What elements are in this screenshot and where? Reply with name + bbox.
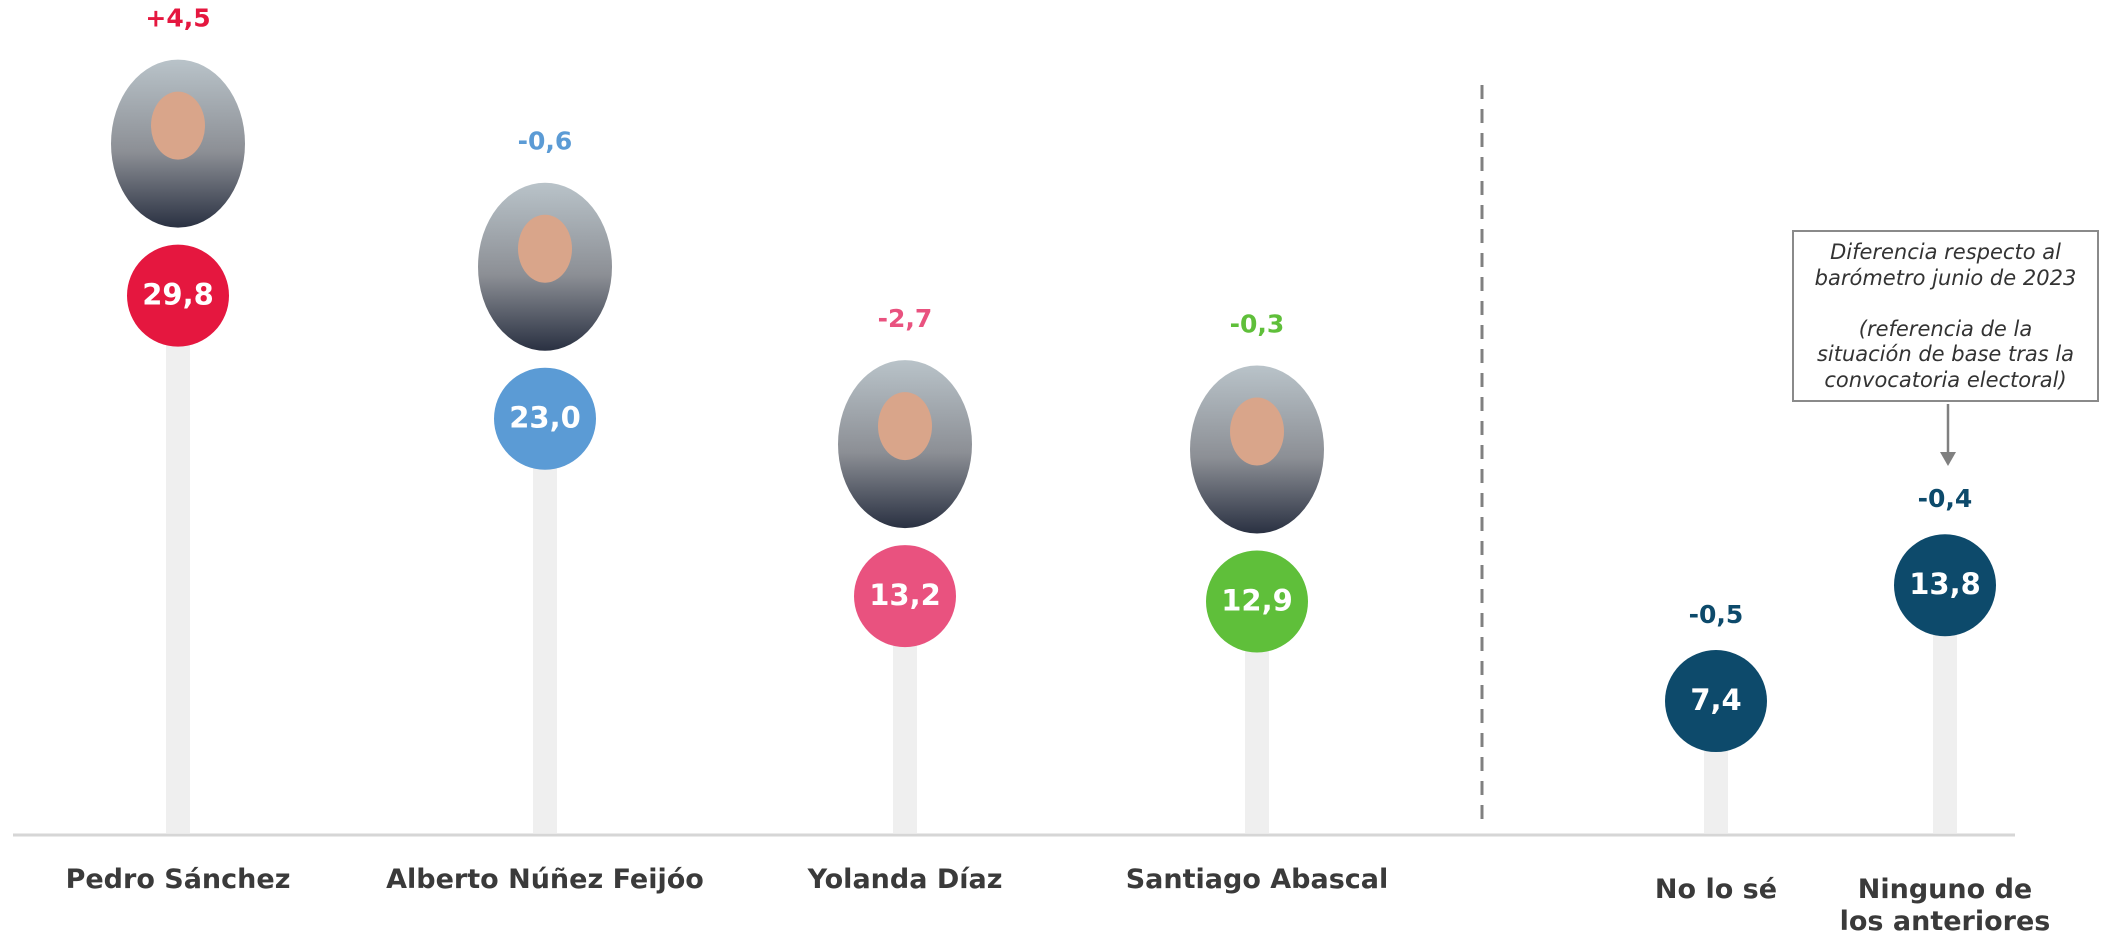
value-label: 13,8 <box>1909 567 1981 601</box>
stem <box>166 296 190 833</box>
value-label: 12,9 <box>1221 584 1293 618</box>
category-label: Yolanda Díaz <box>725 864 1085 896</box>
value-label: 23,0 <box>509 401 581 435</box>
photo-face <box>151 92 205 160</box>
change-label: -2,7 <box>878 304 933 333</box>
category-label: Santiago Abascal <box>1077 864 1437 896</box>
annotation: Diferencia respecto al barómetro junio d… <box>1792 230 2099 402</box>
change-label: -0,5 <box>1689 600 1744 629</box>
chart-svg: 29,8 +4,5 23,0 -0,6 13,2 -2,7 12,9 -0,3 7,4 -0,5 1… <box>0 0 2111 939</box>
category-label: Alberto Núñez Feijóo <box>365 864 725 896</box>
photo-face <box>878 392 932 460</box>
value-label: 13,2 <box>869 578 941 612</box>
change-label: -0,3 <box>1230 310 1285 339</box>
change-label: -0,6 <box>518 127 573 156</box>
category-label: Ninguno de los anteriores <box>1765 874 2111 938</box>
value-label: 29,8 <box>142 278 214 312</box>
value-label: 7,4 <box>1690 683 1741 717</box>
chart: 29,8 +4,5 23,0 -0,6 13,2 -2,7 12,9 -0,3 7,4 -0,5 1… <box>0 0 2111 939</box>
photo-face <box>1230 398 1284 466</box>
change-label: +4,5 <box>145 4 210 33</box>
stem <box>533 419 557 833</box>
category-label: Pedro Sánchez <box>0 864 358 896</box>
photo-face <box>518 215 572 283</box>
annotation-arrowhead <box>1940 452 1956 466</box>
change-label: -0,4 <box>1918 484 1973 513</box>
